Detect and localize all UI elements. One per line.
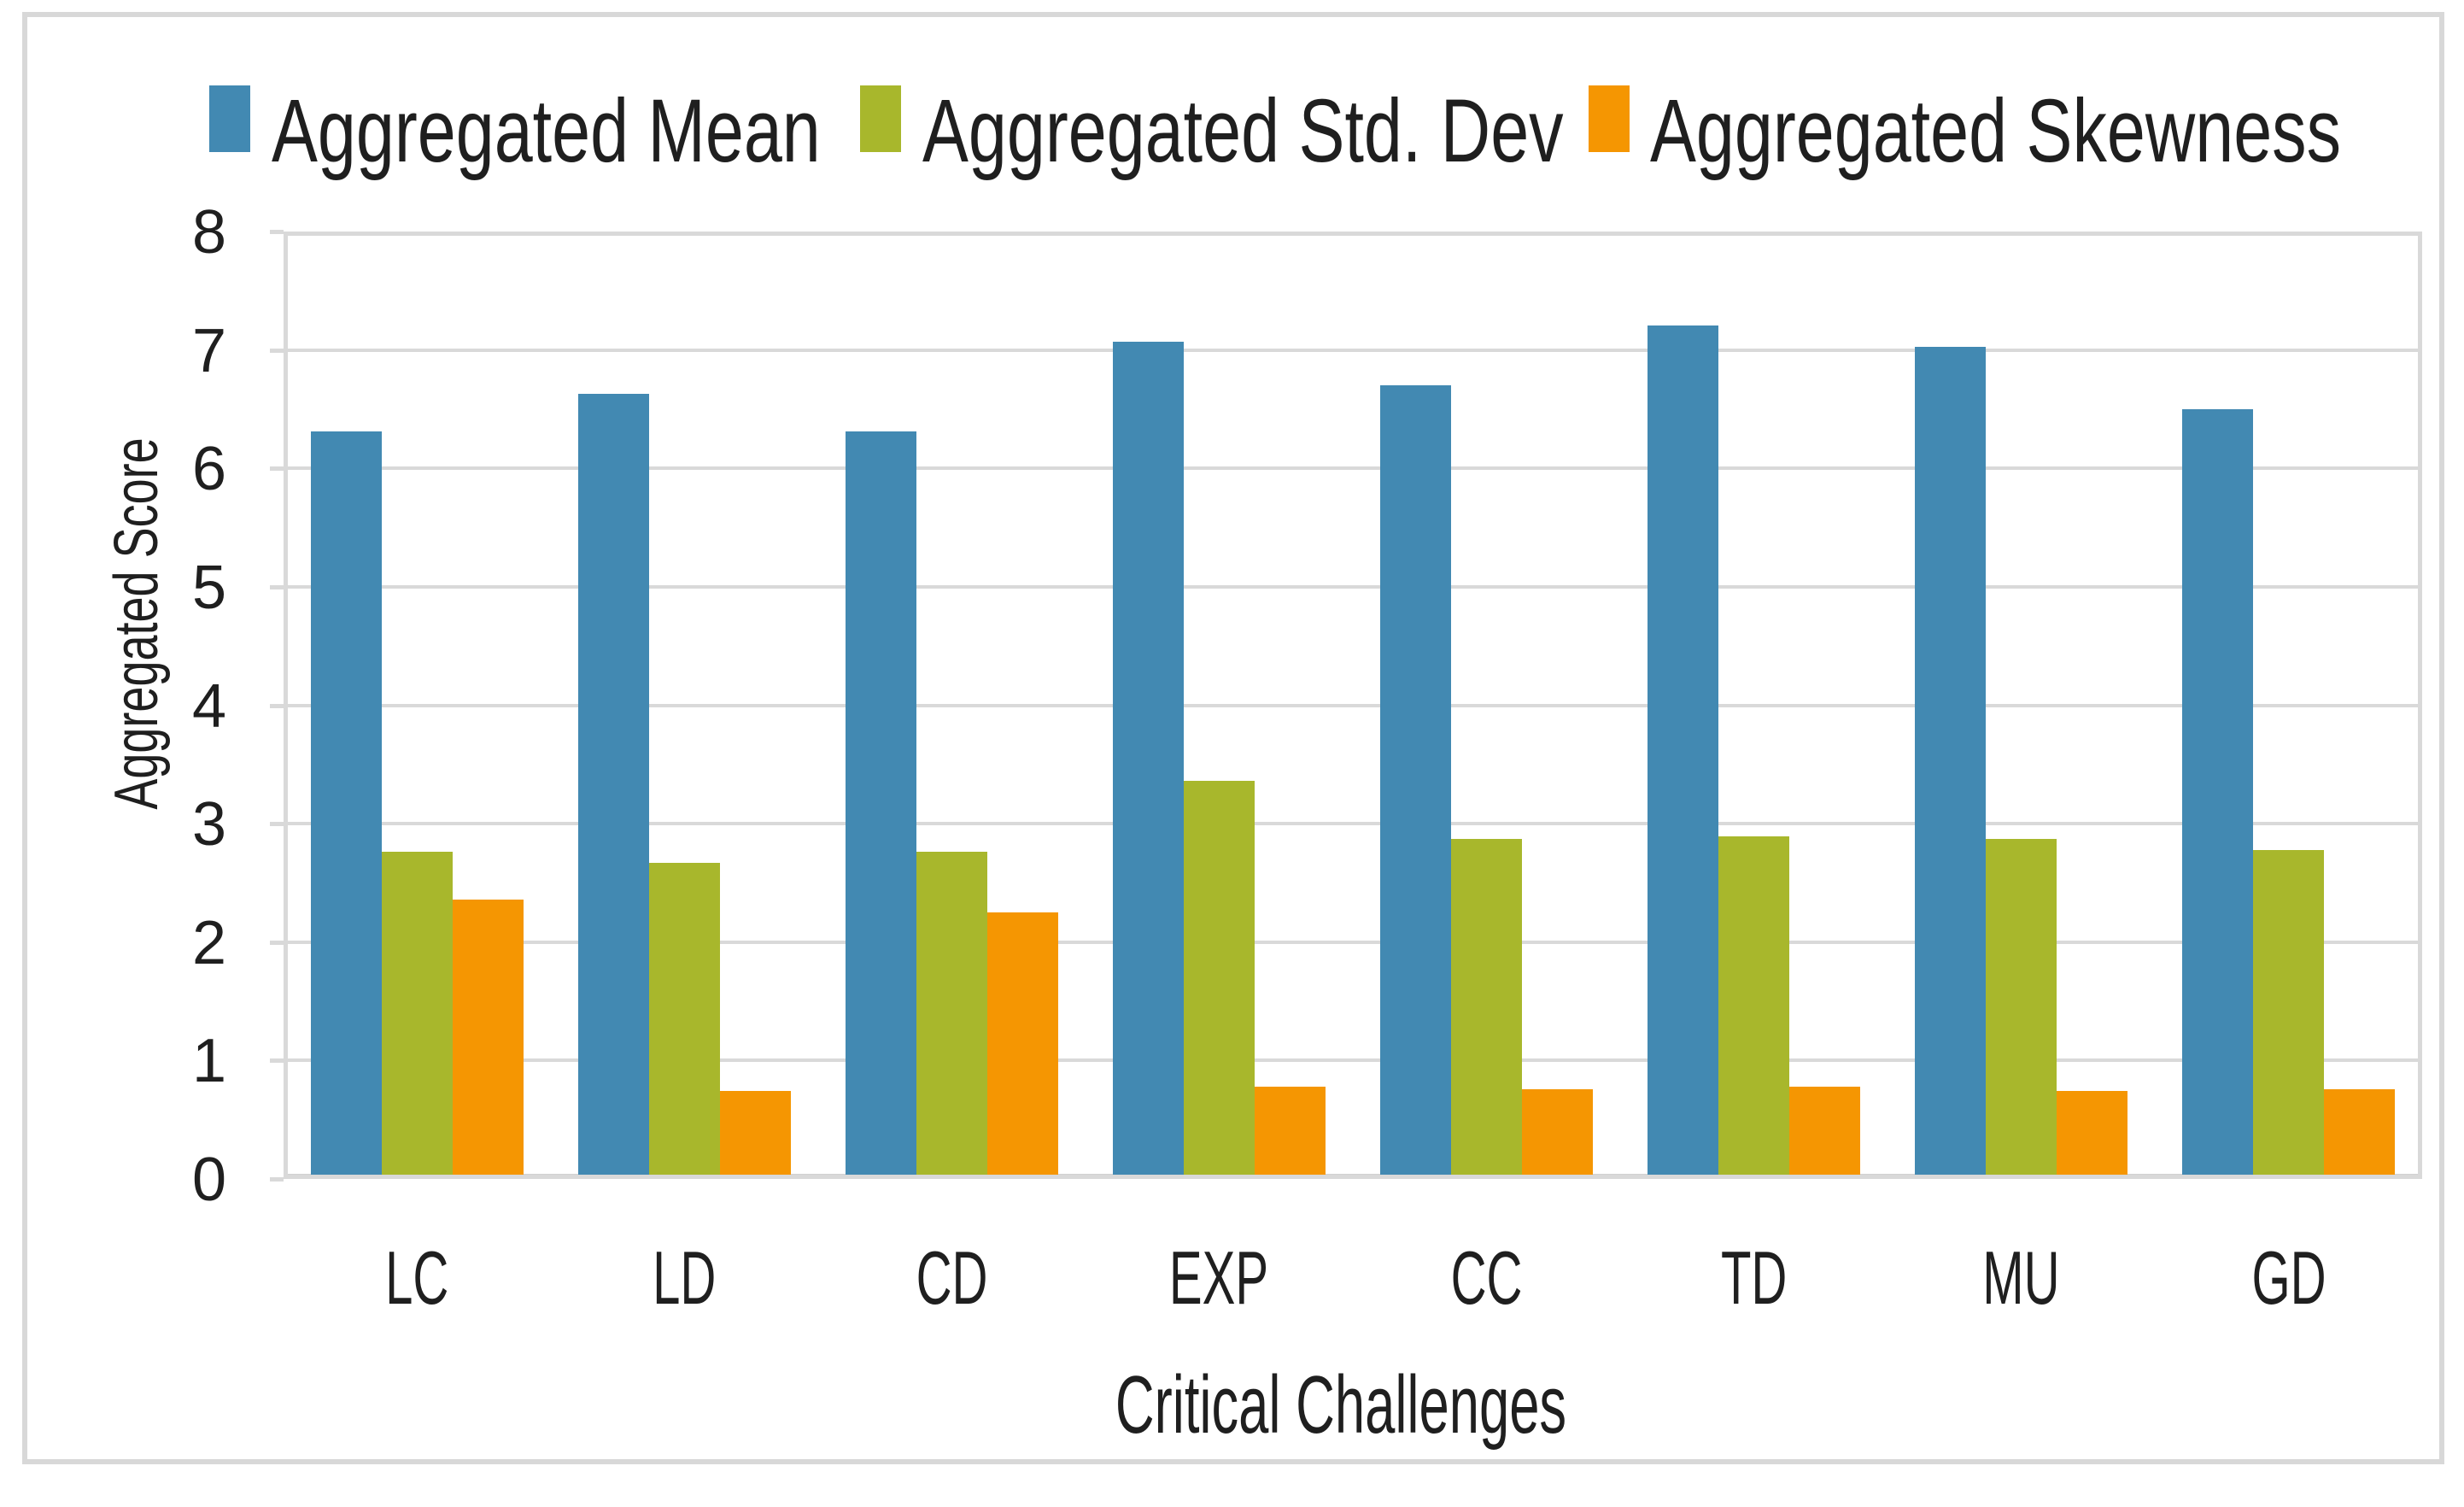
gridline-y-4	[284, 703, 2422, 707]
x-tick-label-TD: TD	[1626, 1240, 1882, 1316]
legend-label-aggregated-mean: Aggregated Mean	[272, 81, 821, 181]
bar-aggregated-skewness-TD	[1789, 1086, 1860, 1179]
y-tick-mark-4	[270, 703, 284, 708]
y-tick-mark-7	[270, 348, 284, 353]
y-tick-mark-1	[270, 1058, 284, 1064]
y-tick-mark-0	[270, 1177, 284, 1182]
x-tick-label-text-TD: TD	[1720, 1235, 1788, 1320]
legend-swatch-aggregated-skewness	[1589, 85, 1630, 152]
bar-aggregated-std-dev-GD	[2253, 849, 2324, 1179]
bar-aggregated-skewness-EXP	[1255, 1086, 1326, 1179]
x-tick-label-text-LC: LC	[385, 1235, 449, 1320]
y-tick-mark-3	[270, 822, 284, 827]
y-tick-label-1: 1	[191, 1027, 226, 1096]
chart-frame	[22, 12, 2444, 1464]
gridline-y-5	[284, 584, 2422, 589]
bar-aggregated-mean-GD	[2182, 408, 2253, 1179]
y-tick-label-4: 4	[191, 671, 226, 741]
x-tick-label-text-MU: MU	[1982, 1235, 2060, 1320]
bar-aggregated-mean-CD	[846, 431, 916, 1179]
y-tick-mark-6	[270, 466, 284, 472]
gridline-y-3	[284, 822, 2422, 826]
bar-aggregated-std-dev-CD	[916, 852, 987, 1179]
bar-aggregated-std-dev-TD	[1718, 836, 1789, 1179]
y-tick-mark-8	[270, 230, 284, 234]
x-tick-label-MU: MU	[1893, 1240, 2150, 1316]
bar-aggregated-skewness-CC	[1522, 1088, 1593, 1179]
legend-label-aggregated-skewness: Aggregated Skewness	[1650, 81, 2342, 181]
x-tick-label-LD: LD	[557, 1240, 813, 1316]
bar-aggregated-std-dev-MU	[1986, 839, 2057, 1179]
y-tick-label-6: 6	[191, 435, 226, 504]
bar-aggregated-mean-CC	[1380, 385, 1451, 1179]
bar-aggregated-mean-TD	[1648, 325, 1718, 1179]
legend-swatch-aggregated-std-dev	[860, 85, 901, 152]
gridline-y-1	[284, 1058, 2422, 1063]
gridline-y-6	[284, 466, 2422, 471]
bar-aggregated-skewness-CD	[987, 912, 1058, 1179]
y-tick-mark-2	[270, 940, 284, 945]
x-tick-label-text-CD: CD	[916, 1235, 988, 1320]
x-axis-title-text: Critical Challenges	[1115, 1359, 1567, 1451]
gridline-y-2	[284, 940, 2422, 944]
y-tick-label-7: 7	[191, 316, 226, 385]
bar-aggregated-std-dev-LD	[649, 862, 720, 1179]
gridline-y-7	[284, 348, 2422, 352]
legend-swatch-aggregated-mean	[209, 85, 250, 152]
x-tick-label-text-GD: GD	[2250, 1235, 2326, 1320]
bar-aggregated-mean-LC	[311, 431, 382, 1179]
bar-aggregated-mean-LD	[578, 393, 649, 1179]
bar-aggregated-mean-EXP	[1113, 341, 1184, 1179]
x-tick-label-text-CC: CC	[1450, 1235, 1523, 1320]
y-tick-label-3: 3	[191, 790, 226, 859]
x-tick-label-CC: CC	[1359, 1240, 1615, 1316]
bar-aggregated-std-dev-LC	[382, 852, 453, 1179]
y-tick-label-2: 2	[191, 908, 226, 977]
bar-aggregated-skewness-GD	[2324, 1088, 2395, 1179]
y-tick-label-8: 8	[191, 198, 226, 267]
x-tick-label-LC: LC	[290, 1240, 546, 1316]
y-tick-mark-5	[270, 584, 284, 589]
bar-aggregated-mean-MU	[1915, 346, 1986, 1179]
plot-area	[284, 232, 2422, 1179]
x-tick-label-CD: CD	[824, 1240, 1080, 1316]
bar-aggregated-std-dev-CC	[1451, 839, 1522, 1179]
x-tick-label-EXP: EXP	[1092, 1240, 1348, 1316]
bar-aggregated-std-dev-EXP	[1184, 781, 1255, 1179]
x-tick-label-GD: GD	[2161, 1240, 2417, 1316]
x-tick-label-text-EXP: EXP	[1169, 1235, 1269, 1320]
x-axis-title: Critical Challenges	[999, 1363, 1683, 1448]
bar-aggregated-skewness-LC	[453, 899, 524, 1179]
y-tick-label-0: 0	[191, 1146, 226, 1214]
bar-aggregated-skewness-LD	[720, 1091, 791, 1179]
legend-label-aggregated-std-dev: Aggregated Std. Dev	[922, 81, 1564, 181]
x-tick-label-text-LD: LD	[653, 1235, 717, 1320]
y-tick-label-5: 5	[191, 553, 226, 622]
bar-aggregated-skewness-MU	[2057, 1091, 2127, 1179]
